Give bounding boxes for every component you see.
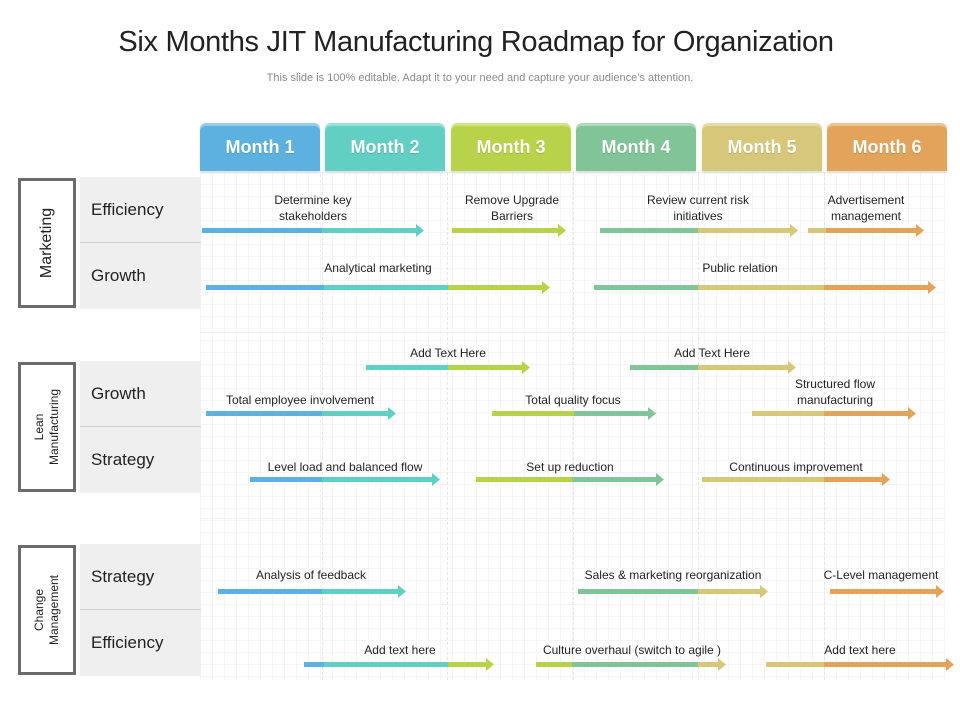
page-title: Six Months JIT Manufacturing Roadmap for… (118, 26, 834, 58)
task-arrow (752, 407, 916, 420)
band-divider (200, 332, 946, 333)
task-arrow (202, 224, 424, 237)
group-lean-manufacturing: Lean Manufacturing (18, 362, 76, 492)
band-divider (200, 518, 946, 519)
column-divider (824, 172, 825, 680)
task-label: Analysis of feedback (255, 568, 367, 582)
task-label: Total quality focus (525, 393, 621, 407)
row-label-growth: Growth (80, 243, 201, 309)
task-arrow (702, 473, 890, 486)
row-label-growth: Growth (80, 361, 201, 427)
task-label: C-Level management (823, 568, 939, 582)
row-label-strategy: Strategy (80, 427, 201, 493)
task-arrow (630, 361, 796, 374)
task-label: Total employee involvement (225, 393, 375, 407)
task-arrow (600, 224, 798, 237)
row-label-strategy: Strategy (80, 544, 201, 610)
task-arrow (808, 224, 924, 237)
task-arrow (366, 361, 530, 374)
task-arrow (206, 281, 550, 294)
column-divider (447, 172, 448, 680)
task-arrow (250, 473, 440, 486)
task-arrow (218, 585, 406, 598)
task-label: Culture overhaul (switch to agile ) (542, 643, 722, 657)
task-label: Advertisement management (827, 193, 905, 223)
task-arrow (578, 585, 768, 598)
month-1-header: Month 1 (200, 123, 320, 171)
task-arrow (476, 473, 664, 486)
task-arrow (206, 407, 396, 420)
task-label: Review current risk initiatives (646, 193, 750, 223)
month-3-header: Month 3 (451, 123, 571, 171)
task-arrow (594, 281, 936, 294)
task-label: Continuous improvement (729, 460, 863, 474)
month-5-header: Month 5 (702, 123, 822, 171)
task-label: Add Text Here (410, 346, 486, 360)
task-arrow (766, 658, 954, 671)
month-6-header: Month 6 (827, 123, 947, 171)
column-divider (322, 172, 323, 680)
task-arrow (452, 224, 566, 237)
task-label: Add text here (364, 643, 436, 657)
row-label-efficiency: Efficiency (80, 610, 201, 676)
task-label: Public relation (702, 261, 778, 275)
task-label: Analytical marketing (324, 261, 432, 275)
column-divider (698, 172, 699, 680)
task-label: Remove Upgrade Barriers (464, 193, 560, 223)
task-label: Add text here (824, 643, 896, 657)
task-label: Structured flow manufacturing (794, 377, 876, 407)
task-label: Set up reduction (526, 460, 614, 474)
task-label: Level load and balanced flow (267, 460, 423, 474)
task-arrow (304, 658, 494, 671)
task-arrow (536, 658, 726, 671)
task-arrow (830, 585, 944, 598)
month-2-header: Month 2 (325, 123, 445, 171)
row-label-efficiency: Efficiency (80, 177, 201, 243)
month-4-header: Month 4 (576, 123, 696, 171)
task-label: Determine key stakeholders (274, 193, 352, 223)
column-divider (573, 172, 574, 680)
group-change-management: Change Management (18, 545, 76, 675)
task-label: Add Text Here (674, 346, 750, 360)
group-marketing: Marketing (18, 178, 76, 308)
page-subtitle: This slide is 100% editable. Adapt it to… (266, 72, 694, 84)
task-label: Sales & marketing reorganization (584, 568, 762, 582)
task-arrow (492, 407, 656, 420)
